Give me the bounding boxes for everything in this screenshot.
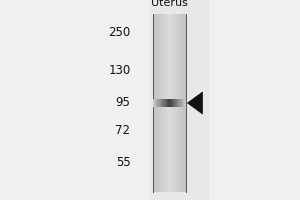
Text: 95: 95 xyxy=(116,97,130,110)
Polygon shape xyxy=(188,92,202,114)
Text: 55: 55 xyxy=(116,156,130,170)
Text: 130: 130 xyxy=(108,64,130,77)
Bar xyxy=(0,0,150,200)
Text: Uterus: Uterus xyxy=(151,0,188,8)
Text: 250: 250 xyxy=(108,26,130,40)
Text: 72: 72 xyxy=(116,124,130,138)
